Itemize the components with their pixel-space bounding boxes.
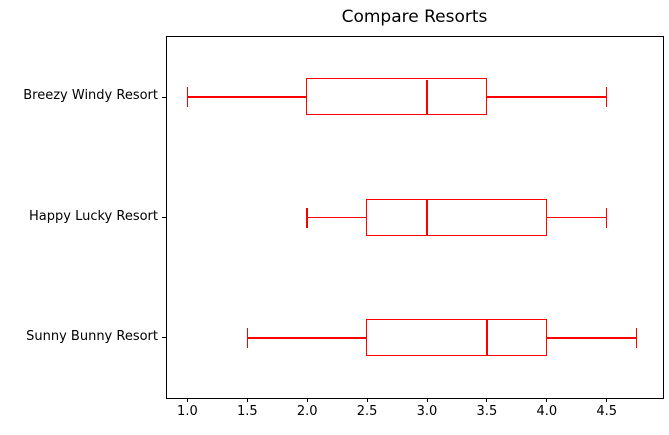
whisker-cap-right — [605, 207, 608, 228]
x-tick-label: 3.5 — [476, 404, 498, 419]
whisker-left — [187, 96, 308, 98]
whisker-left — [307, 216, 368, 219]
chart-title: Compare Resorts — [341, 7, 488, 27]
x-tick-mark — [306, 398, 308, 402]
y-category-label: Happy Lucky Resort — [29, 208, 158, 224]
median-line — [426, 79, 428, 115]
box-iqr — [366, 198, 547, 236]
x-tick-label: 1.5 — [236, 404, 258, 419]
y-tick-mark — [162, 337, 166, 339]
whisker-right — [486, 96, 607, 98]
x-tick-mark — [246, 398, 248, 402]
x-tick-label: 3.0 — [416, 404, 438, 419]
whisker-right — [546, 216, 607, 219]
whisker-cap-right — [605, 87, 608, 108]
x-tick-mark — [546, 398, 548, 402]
x-tick-label: 1.0 — [177, 404, 198, 419]
x-tick-mark — [366, 398, 368, 402]
x-tick-label: 4.0 — [536, 404, 558, 419]
box-iqr — [366, 318, 547, 356]
x-tick-mark — [186, 398, 188, 402]
box-iqr — [306, 78, 487, 116]
whisker-left — [247, 337, 368, 339]
whisker-cap-left — [246, 327, 249, 348]
y-tick-mark — [162, 217, 166, 218]
whisker-cap-left — [186, 87, 189, 108]
y-category-label: Sunny Bunny Resort — [26, 328, 158, 344]
median-line — [426, 200, 428, 235]
whisker-cap-left — [306, 207, 308, 228]
y-tick-mark — [162, 96, 166, 98]
whisker-cap-right — [635, 327, 638, 348]
x-tick-label: 4.5 — [596, 404, 618, 419]
x-tick-mark — [486, 398, 488, 402]
x-tick-mark — [426, 398, 428, 402]
x-tick-label: 2.0 — [296, 404, 318, 419]
median-line — [486, 320, 488, 356]
x-tick-mark — [606, 398, 608, 402]
whisker-right — [546, 337, 637, 339]
x-tick-label: 2.5 — [356, 404, 378, 419]
plot-area: 1.0 1.5 2.0 2.5 3.0 3.5 4.0 4.5 — [162, 36, 664, 419]
y-category-label: Breezy Windy Resort — [23, 88, 158, 104]
